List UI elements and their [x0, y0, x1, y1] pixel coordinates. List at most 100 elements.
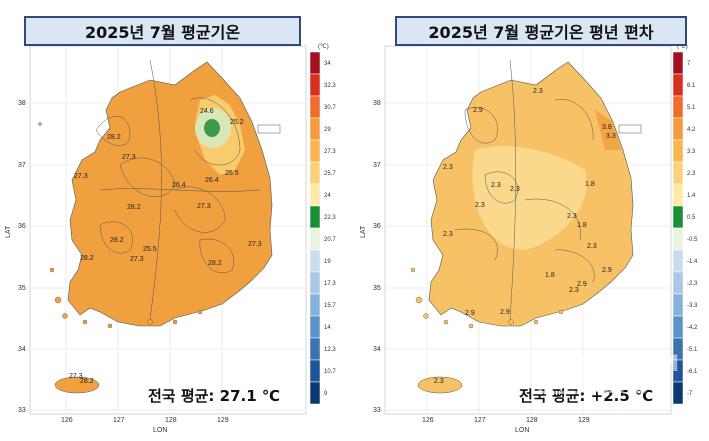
legend-swatch [672, 95, 684, 119]
national-average-summary: 전국 평균: 27.1 ℃ [148, 387, 280, 405]
legend-swatch [309, 95, 321, 119]
contour-label: 27.3 [248, 241, 262, 248]
legend-swatch [672, 161, 684, 185]
legend-swatch [672, 315, 684, 339]
legend-colorbar: 34 32.3 30.7 29 27.3 25.7 24 22.3 20.7 19 17.3 15.7… [309, 51, 336, 405]
coastal-islands [38, 122, 203, 329]
contour-label: 25.5 [143, 246, 157, 253]
legend-tick-label: -0.5 [687, 237, 698, 243]
contour-label: 2.3 [443, 164, 453, 171]
legend-tick-label: -5.1 [687, 347, 698, 353]
x-tick: 127 [113, 417, 125, 424]
legend-swatch [672, 271, 684, 295]
island-inset-box [618, 124, 642, 134]
national-average-summary: 전국 평균: +2.5 ℃ [519, 387, 653, 405]
anomaly-warm-east [595, 110, 621, 150]
x-tick: 129 [217, 417, 229, 424]
map-panel-temperature-anomaly: 2.9 2.3 3.8 3.3 2.3 2.3 2.3 1.8 2.3 1.8 … [355, 0, 709, 441]
contour-label: 28.2 [110, 237, 124, 244]
contour-label: 2.3 [434, 378, 444, 385]
contour-label: 28.2 [127, 204, 141, 211]
legend-tick-label: 32.3 [324, 83, 336, 89]
legend-tick-label: 1.4 [687, 193, 696, 199]
legend-swatch [672, 227, 684, 251]
legend-swatch [672, 359, 684, 383]
y-tick: 36 [373, 223, 381, 230]
legend-swatch [672, 381, 684, 405]
contour-label: 27.3 [74, 173, 88, 180]
contour-label: 2.9 [602, 267, 612, 274]
y-tick: 38 [18, 100, 26, 107]
contour-label: 2.9 [500, 309, 510, 316]
x-axis-label: LON [515, 427, 529, 434]
legend-tick-label: -6.1 [687, 369, 698, 375]
contour-label: 26.4 [205, 177, 219, 184]
legend-tick-label: 12.3 [324, 347, 336, 353]
legend-swatch [309, 227, 321, 251]
contour-label: 2.3 [587, 243, 597, 250]
legend-tick-label: 30.7 [324, 105, 336, 111]
legend-tick-label: 17.3 [324, 281, 336, 287]
legend-swatch [672, 139, 684, 163]
map-svg-left: 24.6 28.2 25.2 27.3 25.5 27.3 26.4 26.4 … [5, 44, 336, 434]
y-tick: 35 [18, 285, 26, 292]
legend-tick-label: 34 [324, 61, 331, 67]
contour-label: 27.3 [197, 203, 211, 210]
y-axis-label: LAT [360, 225, 367, 238]
legend-swatch [672, 293, 684, 317]
jeju-island [417, 376, 463, 394]
legend-tick-label: 24 [324, 193, 331, 199]
contour-label: 2.9 [577, 281, 587, 288]
legend-swatch [672, 117, 684, 141]
contour-label: 2.3 [475, 202, 485, 209]
legend-swatch [309, 117, 321, 141]
x-tick: 128 [165, 417, 177, 424]
contour-label: 28.2 [80, 255, 94, 262]
legend-swatch [309, 293, 321, 317]
contour-label: 3.3 [606, 133, 616, 140]
contour-lines [454, 59, 595, 321]
y-tick: 37 [373, 162, 381, 169]
contour-label: 1.8 [577, 222, 587, 229]
x-axis-label: LON [153, 427, 167, 434]
legend-unit: (℃) [318, 44, 329, 50]
legend-tick-label: 10.7 [324, 369, 336, 375]
contour-label: 2.3 [569, 287, 579, 294]
legend-swatch [309, 315, 321, 339]
legend-swatch [309, 205, 321, 229]
map-panel-mean-temperature: 24.6 28.2 25.2 27.3 25.5 27.3 26.4 26.4 … [0, 0, 354, 441]
contour-label: 2.3 [491, 182, 501, 189]
contour-value-labels: 2.9 2.3 3.8 3.3 2.3 2.3 2.3 1.8 2.3 1.8 … [443, 88, 616, 317]
legend-tick-label: -4.2 [687, 325, 698, 331]
y-tick: 38 [373, 100, 381, 107]
island-inset-box [257, 124, 281, 134]
legend-swatch [309, 271, 321, 295]
legend-tick-label: -3.3 [687, 303, 698, 309]
legend-tick-label: 27.3 [324, 149, 336, 155]
legend-tick-label: 2.3 [687, 171, 696, 177]
legend-swatch [672, 249, 684, 273]
map-svg-right: 2.9 2.3 3.8 3.3 2.3 2.3 2.3 1.8 2.3 1.8 … [360, 44, 698, 434]
x-axis-ticks: 126 127 128 129 [422, 417, 590, 424]
legend-swatch [309, 73, 321, 97]
legend-tick-label: 15.7 [324, 303, 336, 309]
legend-tick-label: 5.1 [687, 105, 696, 111]
x-tick: 126 [422, 417, 434, 424]
contour-label: 2.3 [510, 186, 520, 193]
contour-label: 27.3 [122, 154, 136, 161]
legend-tick-label: 20.7 [324, 237, 336, 243]
legend-swatch [309, 337, 321, 361]
legend-swatch [309, 183, 321, 207]
legend-tick-label: 7 [687, 61, 691, 67]
legend-swatch [309, 139, 321, 163]
x-tick: 128 [526, 417, 538, 424]
map-title: 2025년 7월 평균기온 평년 편차 [395, 16, 687, 46]
legend-unit: (℃) [677, 44, 688, 50]
y-tick: 35 [373, 285, 381, 292]
contour-value-labels: 24.6 28.2 25.2 27.3 25.5 27.3 26.4 26.4 … [74, 108, 262, 267]
legend-tick-label: -2.3 [687, 281, 698, 287]
y-axis-ticks: 38 37 36 35 34 33 [373, 100, 381, 414]
y-axis-ticks: 38 37 36 35 34 33 [18, 100, 26, 414]
x-tick: 127 [474, 417, 486, 424]
contour-label: 24.6 [200, 108, 214, 115]
